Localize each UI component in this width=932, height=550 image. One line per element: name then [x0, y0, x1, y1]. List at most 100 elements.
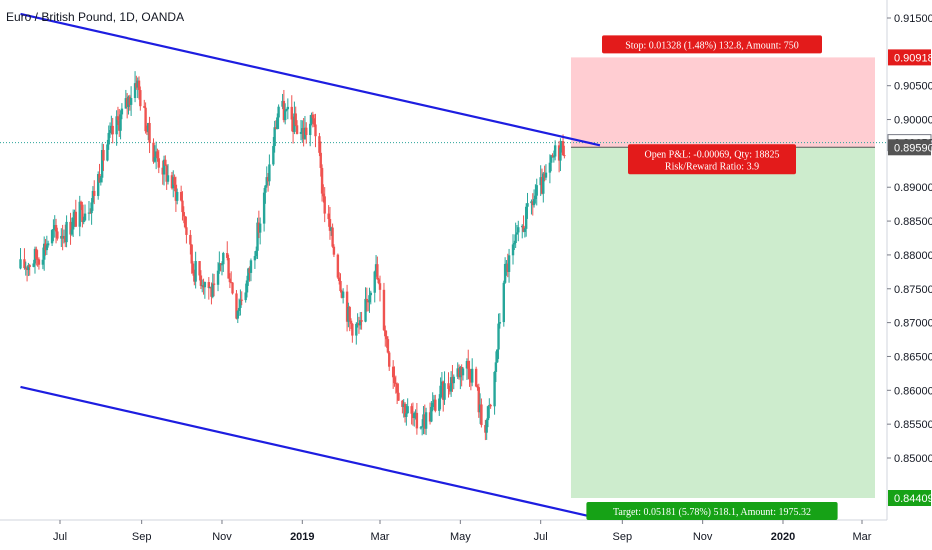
price-tick-label: 0.85000	[894, 453, 932, 465]
candle-body	[489, 404, 492, 407]
candle-body	[469, 379, 473, 383]
candle-body	[212, 283, 216, 285]
candle-body	[345, 291, 349, 322]
candle-body	[351, 323, 354, 336]
trendline-lower[interactable]	[20, 385, 623, 525]
candle-body	[563, 155, 566, 157]
candle-body	[100, 150, 104, 178]
candle-body	[137, 80, 141, 91]
candle-body	[102, 150, 105, 161]
pnl-badge-text: Open P&L: -0.00069, Qty: 18825	[645, 149, 780, 160]
candle-body	[247, 268, 250, 281]
time-tick-label: Nov	[212, 531, 232, 543]
candle-body	[116, 116, 120, 121]
candle-body	[107, 132, 110, 145]
candle-body	[413, 413, 416, 419]
trendline-upper[interactable]	[20, 12, 601, 147]
candle-body	[532, 199, 536, 206]
candle-body	[505, 263, 508, 265]
candle-body	[357, 323, 361, 326]
candle-body	[331, 227, 334, 247]
candle-body	[310, 114, 313, 124]
candle-body	[69, 221, 72, 235]
candle-body	[542, 173, 545, 194]
stop-badge-text: Stop: 0.01328 (1.48%) 132.8, Amount: 750	[625, 40, 799, 51]
candle-body	[124, 98, 128, 109]
candle-body	[135, 83, 138, 88]
candle-body	[118, 120, 121, 131]
candle-body	[515, 232, 519, 235]
price-tick-label: 0.89000	[894, 182, 932, 194]
stop-badge-bg[interactable]	[602, 35, 822, 54]
candle-body	[386, 339, 390, 353]
stop-zone[interactable]	[570, 57, 875, 148]
candle-body	[302, 128, 305, 139]
candle-body	[229, 282, 233, 284]
candle-body	[99, 177, 103, 183]
candle-body	[468, 368, 471, 380]
time-tick-label: Sep	[613, 531, 633, 543]
candle-body	[264, 185, 267, 193]
candle-body	[503, 264, 507, 283]
candle-body	[272, 146, 275, 165]
candle-body	[488, 404, 491, 407]
candle-body	[394, 383, 398, 385]
candle-body	[24, 267, 27, 269]
candle-body	[266, 177, 270, 182]
candle-body	[199, 275, 203, 286]
pnl-badge-bg[interactable]	[628, 144, 796, 175]
candle-body	[382, 289, 386, 331]
candle-body	[460, 366, 463, 376]
candle-body	[237, 307, 241, 311]
candle-body	[273, 127, 276, 147]
candle-body	[405, 413, 408, 417]
candle-body	[432, 399, 436, 403]
candle-body	[73, 211, 76, 218]
candle-body	[548, 162, 552, 173]
candle-body	[148, 122, 151, 143]
candle-body	[28, 265, 31, 267]
candle-body	[239, 299, 242, 308]
candle-body	[147, 122, 150, 132]
candle-body	[419, 427, 423, 429]
candle-body	[369, 292, 372, 296]
candle-body	[559, 147, 562, 161]
candle-body	[87, 212, 91, 214]
candle-body	[262, 192, 266, 224]
candle-body	[208, 287, 212, 289]
price-tick-label: 0.90000	[894, 115, 932, 127]
candle-body	[219, 263, 222, 265]
price-axis-bg	[887, 0, 932, 550]
candle-body	[194, 261, 197, 282]
candle-body	[336, 254, 340, 278]
candle-body	[173, 177, 176, 185]
candle-body	[41, 259, 45, 265]
candle-body	[139, 90, 142, 107]
candle-body	[291, 119, 295, 132]
candle-body	[258, 223, 262, 233]
candle-body	[497, 323, 500, 350]
candle-body	[526, 203, 529, 207]
time-axis-bg	[0, 520, 932, 550]
target-zone[interactable]	[570, 147, 875, 499]
price-tick-label: 0.91500	[894, 13, 932, 25]
candle-body	[457, 368, 461, 378]
candle-body	[253, 256, 257, 261]
candle-body	[294, 113, 297, 126]
candle-body	[172, 177, 175, 189]
candle-body	[164, 159, 167, 166]
candle-body	[397, 392, 400, 401]
candle-body	[226, 252, 229, 258]
candle-body	[439, 385, 442, 399]
candle-body	[560, 141, 563, 148]
target-badge-bg[interactable]	[586, 502, 838, 521]
candle-body	[402, 403, 405, 407]
candle-body	[476, 386, 479, 388]
candle-body	[56, 231, 59, 239]
candle-body	[244, 292, 247, 301]
candle-body	[201, 285, 204, 287]
candle-body	[365, 298, 369, 301]
